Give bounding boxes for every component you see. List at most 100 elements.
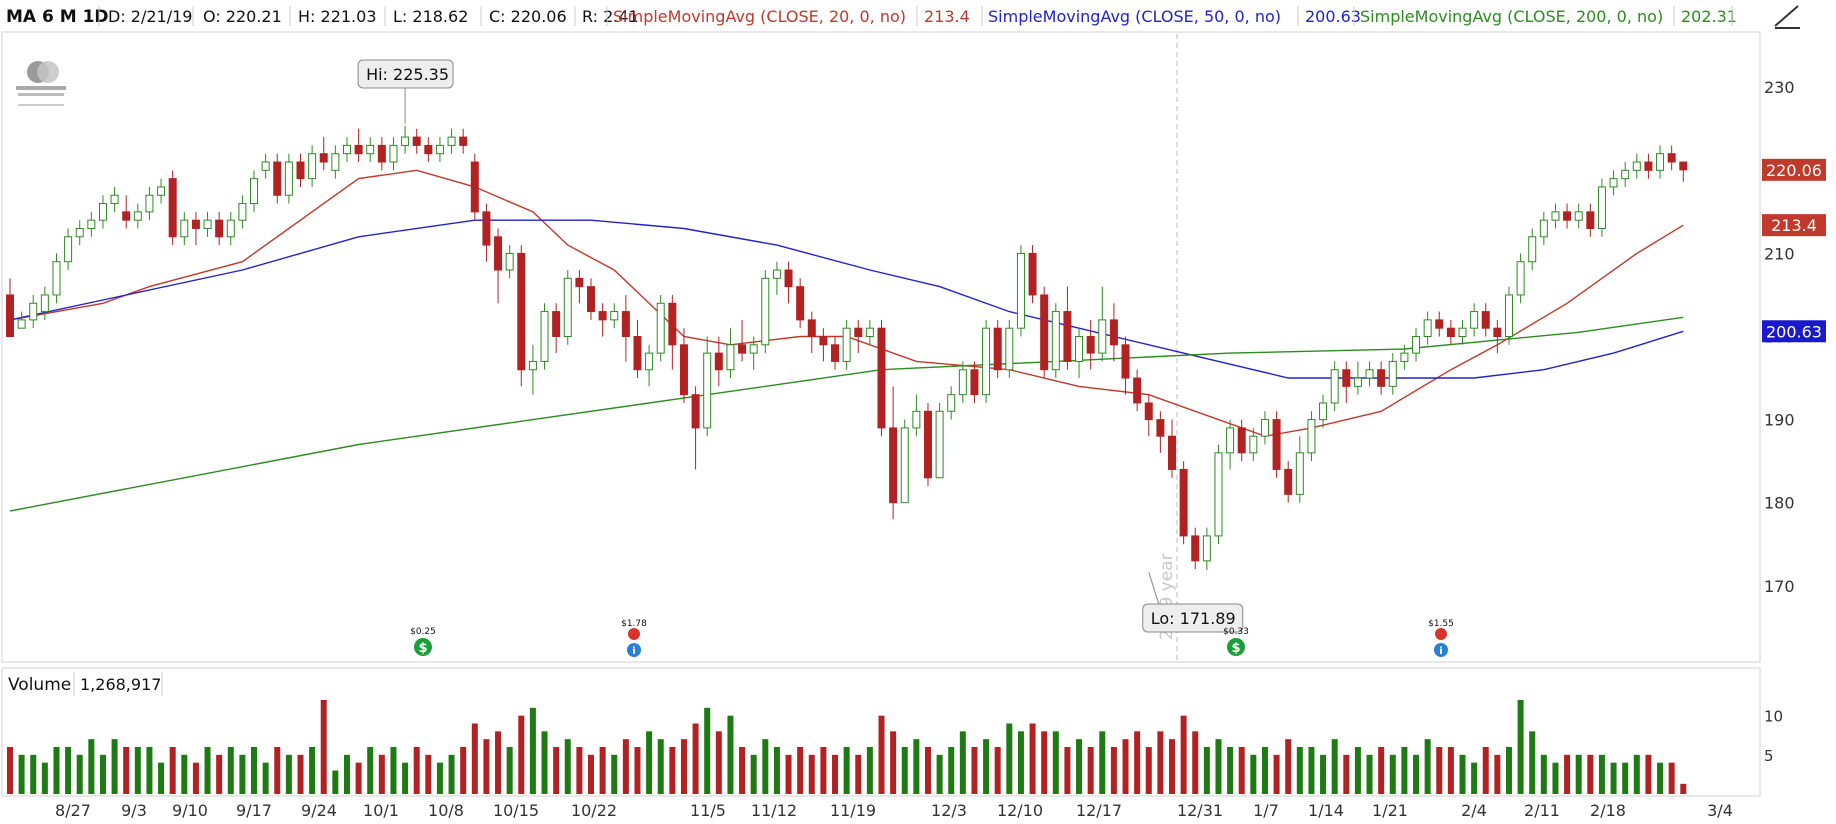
volume-bar <box>1389 754 1396 794</box>
candle-body <box>1214 452 1223 537</box>
candle-body <box>1551 211 1560 221</box>
candle-body <box>238 203 247 221</box>
candle-body <box>494 236 503 271</box>
volume-bar <box>332 770 339 794</box>
candle-body <box>273 161 282 196</box>
volume-bar <box>983 739 990 794</box>
candle-body <box>540 311 549 362</box>
drawing-tool-icon[interactable] <box>1766 2 1828 32</box>
volume-bar <box>402 762 409 794</box>
candle-body <box>447 136 456 146</box>
volume-bar <box>53 747 60 794</box>
candle-body <box>75 227 84 238</box>
time-tick-label: 1/21 <box>1372 801 1408 820</box>
volume-bar <box>1529 731 1536 794</box>
time-tick-label: 1/7 <box>1253 801 1279 820</box>
time-axis: 8/27 9/3 9/10 9/17 9/24 10/1 10/8 10/15 10/22 11/… <box>55 801 1733 820</box>
volume-bar <box>495 731 502 794</box>
candle-body <box>1109 319 1118 346</box>
volume-bar <box>1238 747 1245 794</box>
candle-body <box>1144 402 1153 421</box>
volume-bar <box>471 723 478 794</box>
volume-bar <box>820 747 827 794</box>
corporate-events[interactable]: $0.25 $ $1.78 i $0.33 $ $1.55 i <box>410 619 1454 657</box>
mastercard-logo-icon <box>16 61 66 106</box>
volume-bar <box>1552 762 1559 794</box>
volume-bar <box>1354 747 1361 794</box>
candle-body <box>1191 535 1200 562</box>
study-legend: SimpleMovingAvg (CLOSE, 20, 0, no) 213.4 S… <box>613 6 1737 26</box>
earnings-info-glyph: i <box>632 646 635 657</box>
volume-bar <box>646 731 653 794</box>
volume-bar <box>680 739 687 794</box>
candle-body <box>1016 252 1025 329</box>
price-badge-label: 220.06 <box>1766 161 1822 180</box>
time-tick-label: 9/10 <box>172 801 208 820</box>
volume-bar <box>1273 754 1280 794</box>
candle-body <box>1156 419 1165 437</box>
candle-body <box>168 178 177 238</box>
volume-bar <box>169 747 176 794</box>
price-tick-label: 210 <box>1764 244 1795 263</box>
time-tick-label: 3/4 <box>1707 801 1733 820</box>
volume-bar <box>1157 731 1164 794</box>
volume-bar <box>1122 739 1129 794</box>
candle-body <box>1330 369 1339 404</box>
volume-title: Volume <box>8 675 71 695</box>
price-badge-label: 213.4 <box>1771 216 1817 235</box>
volume-bar <box>146 747 153 794</box>
volume-bar <box>866 747 873 794</box>
candle-body <box>679 344 688 396</box>
earnings-icon <box>1435 628 1447 640</box>
candle-body <box>749 344 758 354</box>
lo-callout-box <box>1142 603 1244 633</box>
volume-bar <box>855 754 862 794</box>
volume-bar <box>1436 747 1443 794</box>
candle-body <box>180 219 189 238</box>
candle-body <box>226 219 235 238</box>
time-tick-label: 12/31 <box>1177 801 1223 820</box>
candle-body <box>1098 319 1107 354</box>
volume-bar <box>1505 747 1512 794</box>
candle-body <box>1481 311 1490 329</box>
volume-bar <box>134 747 141 794</box>
volume-bar <box>785 754 792 794</box>
candle-body <box>761 277 770 346</box>
candle-body <box>621 311 630 337</box>
volume-bar <box>158 762 165 794</box>
candle-body <box>691 394 700 429</box>
candle-body <box>1400 352 1409 362</box>
candle-body <box>807 319 816 338</box>
candle-body <box>1028 252 1037 296</box>
time-tick-label: 9/17 <box>236 801 272 820</box>
candle-body <box>64 236 73 263</box>
candle-body <box>52 261 61 296</box>
candle-body <box>668 302 677 346</box>
dividend-icon <box>414 638 432 656</box>
candle-body <box>1005 327 1014 371</box>
volume-bar <box>878 715 885 794</box>
candle-body <box>958 369 967 396</box>
volume-bar <box>123 747 130 794</box>
volume-bar <box>715 731 722 794</box>
volume-bar <box>99 754 106 794</box>
volume-bar <box>1203 747 1210 794</box>
price-tick-label: 230 <box>1764 78 1795 97</box>
candle-body <box>1656 153 1665 171</box>
time-tick-label: 10/15 <box>493 801 539 820</box>
candle-body <box>1086 336 1095 354</box>
candle-body <box>401 136 410 146</box>
volume-bar <box>808 754 815 794</box>
volume-bar <box>1343 754 1350 794</box>
candle-body <box>1168 435 1176 470</box>
volume-bar <box>378 754 385 794</box>
candle-body <box>377 144 386 163</box>
volume-bar <box>936 754 943 794</box>
symbol-label[interactable]: MA 6 M 1D <box>6 7 109 27</box>
time-tick-label: 11/5 <box>690 801 726 820</box>
candle-body <box>1621 169 1630 180</box>
volume-bar <box>30 754 37 794</box>
candle-body <box>1563 211 1572 221</box>
volume-bar <box>1610 762 1617 794</box>
